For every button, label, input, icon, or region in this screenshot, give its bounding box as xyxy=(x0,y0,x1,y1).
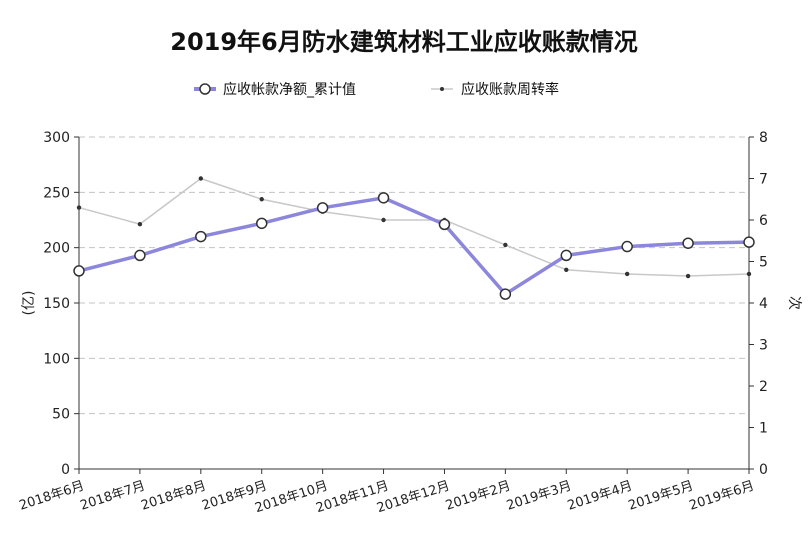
net-receivables-point xyxy=(682,237,694,249)
x-tick-label: 2018年6月 xyxy=(18,479,87,514)
y-axis-right-ticks: 0 1 2 3 4 5 6 7 8 xyxy=(759,130,768,478)
x-tick-label: 2019年2月 xyxy=(444,479,513,514)
net-receivables-point xyxy=(73,265,85,277)
turnover-point xyxy=(381,217,386,223)
net-receivables-point xyxy=(438,218,451,231)
turnover-point xyxy=(503,242,508,248)
y-right-tick-label: 4 xyxy=(759,296,768,312)
turnover-point xyxy=(564,267,569,272)
legend-turnover-marker xyxy=(440,87,444,91)
y-right-tick-label: 3 xyxy=(759,338,768,354)
y-right-tick-label: 2 xyxy=(759,379,768,395)
y-left-tick-label: 150 xyxy=(43,296,70,312)
legend-entry-turnover: 应收账款周转率 xyxy=(431,81,559,98)
y-right-tick-label: 0 xyxy=(759,462,768,478)
axes xyxy=(74,136,754,474)
net-receivables-point xyxy=(255,217,268,230)
net-receivables-point xyxy=(621,240,633,253)
y-right-tick-label: 1 xyxy=(759,421,768,437)
legend-net-receivables-marker xyxy=(199,83,211,95)
legend: 应收帐款净额_累计值 应收账款周转率 xyxy=(194,81,559,98)
chart-title: 2019年6月防水建筑材料工业应收账款情况 xyxy=(170,28,638,56)
y-left-tick-label: 300 xyxy=(43,130,70,146)
net-receivables-point xyxy=(377,192,390,204)
gridlines xyxy=(79,136,749,415)
turnover-point xyxy=(624,271,630,277)
y-left-tick-label: 200 xyxy=(43,241,70,257)
turnover-point xyxy=(76,205,82,210)
turnover-point xyxy=(746,271,752,277)
x-tick-label: 2019年6月 xyxy=(688,479,757,514)
y-right-tick-label: 5 xyxy=(759,255,768,271)
x-tick-label: 2019年3月 xyxy=(505,479,574,514)
legend-net-receivables-label: 应收帐款净额_累计值 xyxy=(223,81,356,98)
x-tick-label: 2019年5月 xyxy=(627,479,696,514)
legend-turnover-label: 应收账款周转率 xyxy=(461,81,559,98)
series-net-receivables xyxy=(73,192,755,300)
turnover-point xyxy=(685,273,691,279)
net-receivables-point xyxy=(195,230,207,243)
net-receivables-point xyxy=(499,288,512,300)
turnover-point xyxy=(259,197,264,202)
x-axis-ticks: 2018年6月2018年7月2018年8月2018年9月2018年10月2018… xyxy=(18,479,757,517)
turnover-line xyxy=(78,177,750,277)
net-receivables-point xyxy=(560,249,573,262)
net-receivables-point xyxy=(316,202,329,214)
y-axis-right-label: 次 xyxy=(786,296,802,310)
net-receivables-line xyxy=(78,196,750,296)
turnover-point xyxy=(137,221,143,227)
turnover-point xyxy=(198,176,204,181)
x-tick-label: 2018年8月 xyxy=(139,479,208,514)
y-right-tick-label: 7 xyxy=(759,172,768,188)
x-tick-label: 2018年7月 xyxy=(78,479,147,514)
y-left-tick-label: 250 xyxy=(43,185,70,201)
y-left-tick-label: 100 xyxy=(43,351,70,367)
net-receivables-point xyxy=(743,236,755,248)
legend-entry-net-receivables: 应收帐款净额_累计值 xyxy=(194,81,356,98)
net-receivables-point xyxy=(134,249,146,262)
y-axis-left-ticks: 0 50 100 150 200 250 300 xyxy=(43,130,70,478)
series-turnover xyxy=(76,176,752,279)
y-left-tick-label: 0 xyxy=(61,462,70,478)
y-right-tick-label: 8 xyxy=(759,130,768,146)
y-axis-left-label: (亿) xyxy=(21,291,37,316)
x-tick-label: 2019年4月 xyxy=(566,479,635,514)
y-right-tick-label: 6 xyxy=(759,213,768,229)
y-left-tick-label: 50 xyxy=(52,407,70,423)
